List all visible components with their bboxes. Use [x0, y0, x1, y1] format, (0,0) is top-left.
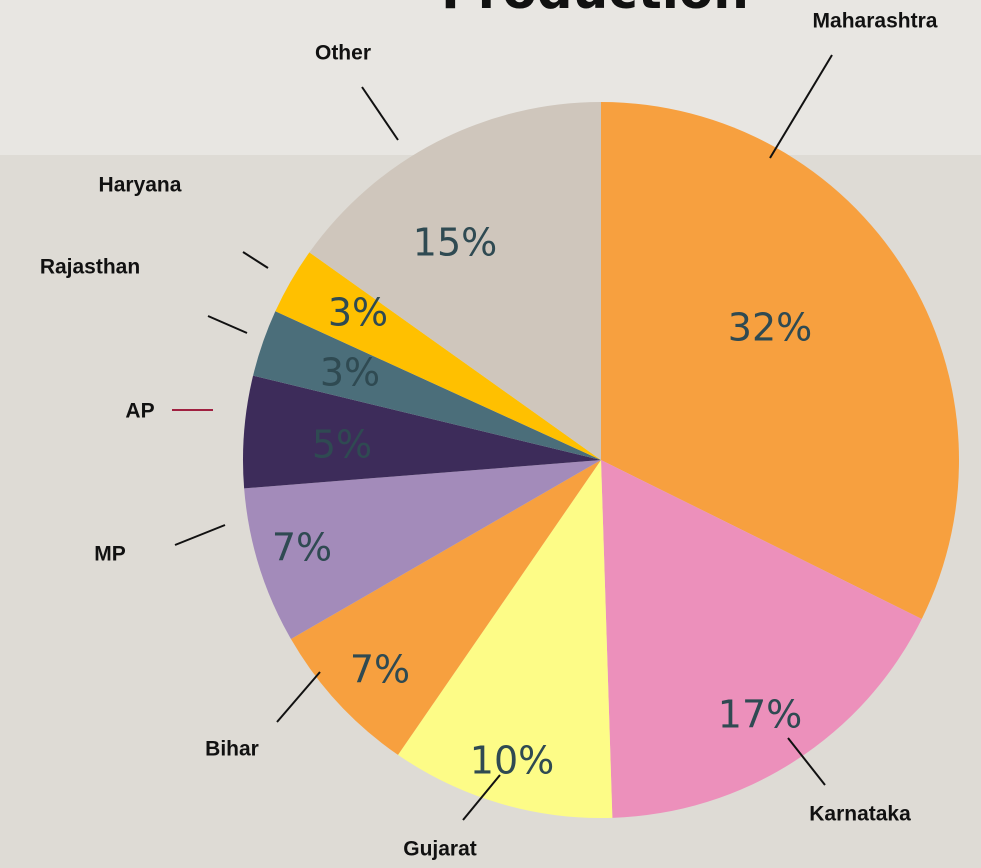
value-label: 3% [328, 291, 388, 335]
slice-label: Gujarat [403, 838, 477, 861]
slice-label: MP [94, 543, 126, 566]
slice-label: Maharashtra [813, 10, 938, 33]
leader-line [174, 524, 226, 546]
chart-title: Production [441, 0, 749, 20]
value-label: 5% [312, 423, 372, 467]
pie-slice [397, 460, 613, 818]
pie-slice [275, 252, 601, 460]
pie-slice [253, 311, 601, 460]
leader-line [276, 671, 321, 723]
slice-label: Haryana [99, 174, 182, 197]
slice-label: Karnataka [809, 803, 911, 826]
slice-label: AP [125, 400, 154, 423]
pie-slice [601, 102, 959, 619]
value-label: 10% [470, 739, 554, 783]
slice-label: Other [315, 42, 371, 65]
value-label: 17% [718, 693, 802, 737]
leader-line [787, 737, 826, 786]
leader-line [769, 54, 833, 159]
leader-line [242, 251, 269, 269]
value-label: 15% [413, 221, 497, 265]
pie-slice [309, 102, 601, 460]
slice-label: Rajasthan [40, 256, 140, 279]
pie-slice [243, 375, 602, 489]
pie-slice [601, 460, 922, 818]
value-label: 7% [272, 526, 332, 570]
leader-line [207, 315, 248, 334]
value-label: 3% [320, 351, 380, 395]
pie-slice [290, 460, 601, 755]
value-label: 7% [350, 648, 410, 692]
pie-slice [244, 460, 602, 639]
leader-line [361, 86, 399, 141]
slice-label: Bihar [205, 738, 259, 761]
value-label: 32% [728, 306, 812, 350]
leader-line [462, 774, 501, 821]
